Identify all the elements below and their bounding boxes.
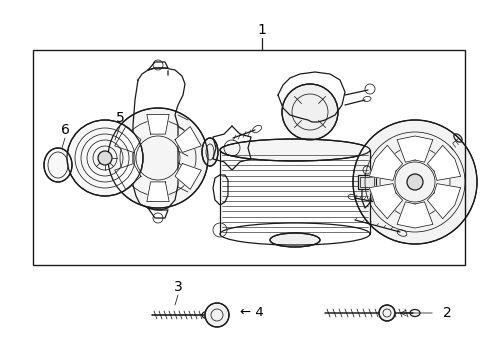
Polygon shape: [175, 127, 201, 152]
Circle shape: [379, 305, 395, 321]
Polygon shape: [147, 182, 169, 202]
Circle shape: [98, 151, 112, 165]
Circle shape: [67, 120, 143, 196]
Bar: [33, 50, 465, 265]
Bar: [360, 177, 374, 187]
Ellipse shape: [44, 148, 72, 182]
Text: 6: 6: [61, 123, 70, 137]
Polygon shape: [115, 163, 141, 189]
Circle shape: [353, 120, 477, 244]
Ellipse shape: [202, 138, 218, 166]
Ellipse shape: [270, 233, 320, 247]
Circle shape: [108, 108, 208, 208]
Polygon shape: [397, 202, 433, 228]
Polygon shape: [175, 163, 201, 189]
Circle shape: [407, 174, 423, 190]
Polygon shape: [369, 145, 403, 180]
Polygon shape: [427, 184, 461, 219]
Text: 3: 3: [173, 280, 182, 294]
Circle shape: [205, 303, 229, 327]
Polygon shape: [369, 184, 403, 219]
Polygon shape: [427, 145, 461, 180]
Polygon shape: [147, 114, 169, 134]
Polygon shape: [115, 127, 141, 152]
Text: ← 4: ← 4: [240, 306, 264, 319]
Bar: [358, 175, 376, 189]
Circle shape: [282, 84, 338, 140]
Polygon shape: [397, 136, 433, 162]
Text: 2: 2: [443, 306, 452, 320]
Text: 5: 5: [116, 111, 124, 125]
Ellipse shape: [220, 139, 370, 161]
Text: 1: 1: [258, 23, 267, 37]
